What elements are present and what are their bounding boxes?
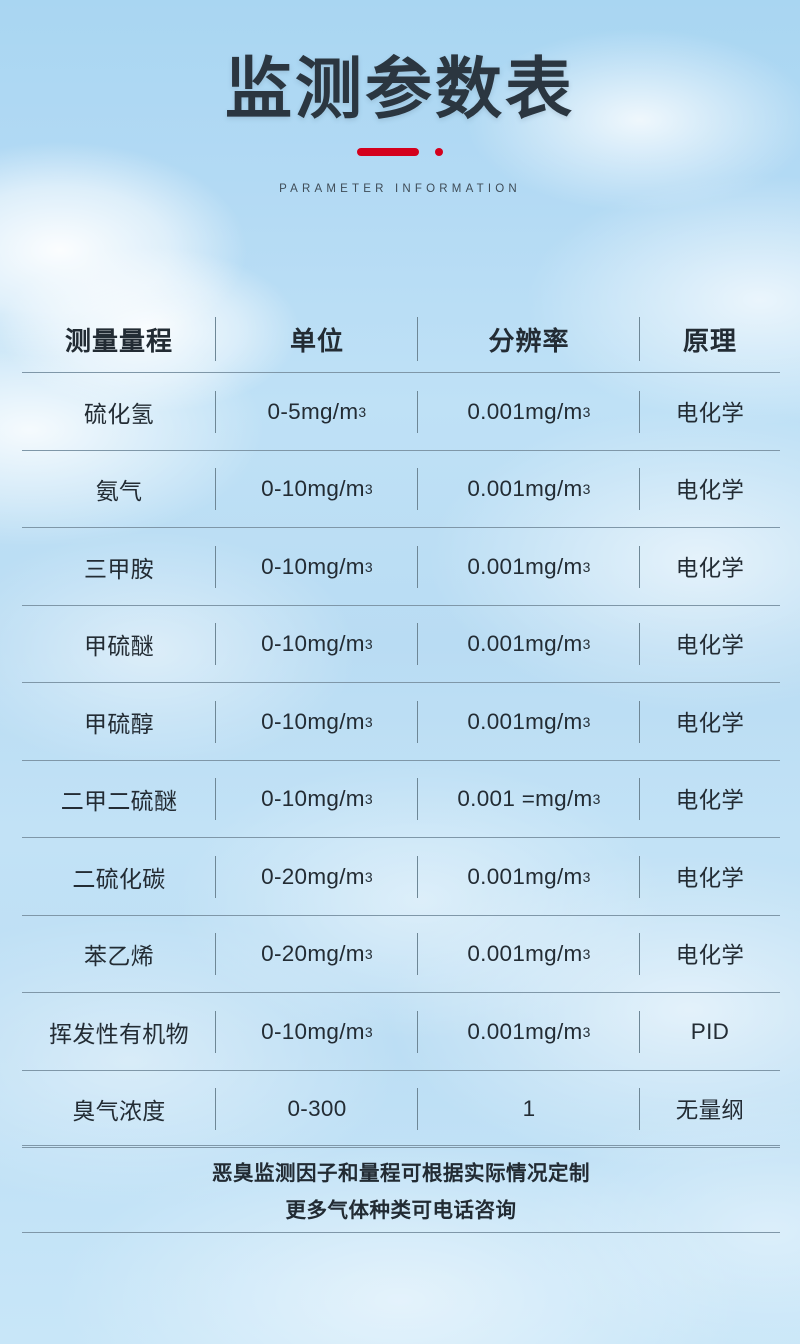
cell-principle: 电化学 xyxy=(675,943,745,969)
cell-principle: 无量纲 xyxy=(675,1098,745,1124)
footer-line-1: 恶臭监测因子和量程可根据实际情况定制 xyxy=(212,1161,590,1185)
cell-resolution: 0.001mg/m 3 xyxy=(418,451,640,529)
table-row: 氨气 0-10mg/m 3 0.001mg/m 3 电化学 xyxy=(22,451,780,529)
table-row: 二甲二硫醚 0-10mg/m 3 0.001 =mg/m 3 电化学 xyxy=(22,761,780,839)
cell-unit: 0-5mg/m 3 xyxy=(216,373,418,451)
table-row: 挥发性有机物 0-10mg/m 3 0.001mg/m 3 PID xyxy=(22,993,780,1071)
cell-unit: 0-10mg/m 3 xyxy=(216,683,418,761)
cell-measurement-range: 甲硫醚 xyxy=(22,606,216,684)
column-header-range: 测量量程 xyxy=(22,305,216,373)
cell-measurement-range: 氨气 xyxy=(22,451,216,529)
cell-unit: 0-10mg/m 3 xyxy=(216,761,418,839)
cell-resolution: 0.001 =mg/m 3 xyxy=(418,761,640,839)
cell-unit: 0-10mg/m 3 xyxy=(216,993,418,1071)
cell-measurement-range: 二硫化碳 xyxy=(22,838,216,916)
footer-note: 恶臭监测因子和量程可根据实际情况定制 更多气体种类可电话咨询 xyxy=(22,1145,780,1233)
cell-resolution: 1 xyxy=(418,1071,640,1149)
cell-principle: 电化学 xyxy=(675,865,745,891)
title-divider xyxy=(357,147,443,157)
cell-measurement-range: 挥发性有机物 xyxy=(22,993,216,1071)
divider-bar xyxy=(357,148,419,157)
table-row: 甲硫醚 0-10mg/m 3 0.001mg/m 3 电化学 xyxy=(22,606,780,684)
table-row: 臭气浓度 0-300 1 无量纲 xyxy=(22,1071,780,1149)
column-header-unit: 单位 xyxy=(216,305,418,373)
cell-resolution: 0.001mg/m 3 xyxy=(418,916,640,994)
cell-measurement-range: 硫化氢 xyxy=(22,373,216,451)
page-title: 监测参数表 xyxy=(225,52,575,127)
table-row: 甲硫醇 0-10mg/m 3 0.001mg/m 3 电化学 xyxy=(22,683,780,761)
cell-principle: 电化学 xyxy=(675,478,745,504)
cell-principle: 电化学 xyxy=(675,788,745,814)
cell-measurement-range: 二甲二硫醚 xyxy=(22,761,216,839)
cell-principle: 电化学 xyxy=(675,633,745,659)
parameter-table: 测量量程 单位 分辨率 原理 硫化氢 0-5mg/m 3 0.001mg/m 3 电化学氨… xyxy=(22,305,780,1148)
cell-resolution: 0.001mg/m 3 xyxy=(418,528,640,606)
cell-resolution: 0.001mg/m 3 xyxy=(418,993,640,1071)
table-row: 三甲胺 0-10mg/m 3 0.001mg/m 3 电化学 xyxy=(22,528,780,606)
cell-unit: 0-10mg/m 3 xyxy=(216,451,418,529)
table-body: 硫化氢 0-5mg/m 3 0.001mg/m 3 电化学 氨气 0-10mg/m 3 0.001… xyxy=(22,373,780,1148)
table-row: 硫化氢 0-5mg/m 3 0.001mg/m 3 电化学 xyxy=(22,373,780,451)
cell-unit: 0-300 xyxy=(216,1071,418,1149)
cell-resolution: 0.001mg/m 3 xyxy=(418,606,640,684)
column-header-resolution: 分辨率 xyxy=(418,305,640,373)
cell-unit: 0-20mg/m 3 xyxy=(216,838,418,916)
page-header: 监测参数表 PARAMETER INFORMATION xyxy=(0,0,800,195)
column-header-principle: 原理 xyxy=(682,325,737,356)
cell-unit: 0-10mg/m 3 xyxy=(216,528,418,606)
cell-principle: 电化学 xyxy=(675,400,745,426)
cell-resolution: 0.001mg/m 3 xyxy=(418,838,640,916)
cell-principle: 电化学 xyxy=(675,710,745,736)
cell-measurement-range: 苯乙烯 xyxy=(22,916,216,994)
cell-resolution: 0.001mg/m 3 xyxy=(418,683,640,761)
footer-line-2: 更多气体种类可电话咨询 xyxy=(285,1198,517,1222)
cell-resolution: 0.001mg/m 3 xyxy=(418,373,640,451)
cell-measurement-range: 甲硫醇 xyxy=(22,683,216,761)
cell-measurement-range: 三甲胺 xyxy=(22,528,216,606)
cell-measurement-range: 臭气浓度 xyxy=(22,1071,216,1149)
cell-unit: 0-10mg/m 3 xyxy=(216,606,418,684)
cell-principle: PID xyxy=(690,1018,730,1044)
table-row: 二硫化碳 0-20mg/m 3 0.001mg/m 3 电化学 xyxy=(22,838,780,916)
divider-dot xyxy=(435,148,443,157)
cell-principle: 电化学 xyxy=(675,555,745,581)
table-header-row: 测量量程 单位 分辨率 原理 xyxy=(22,305,780,373)
page-subtitle: PARAMETER INFORMATION xyxy=(279,183,521,196)
cell-unit: 0-20mg/m 3 xyxy=(216,916,418,994)
table-row: 苯乙烯 0-20mg/m 3 0.001mg/m 3 电化学 xyxy=(22,916,780,994)
